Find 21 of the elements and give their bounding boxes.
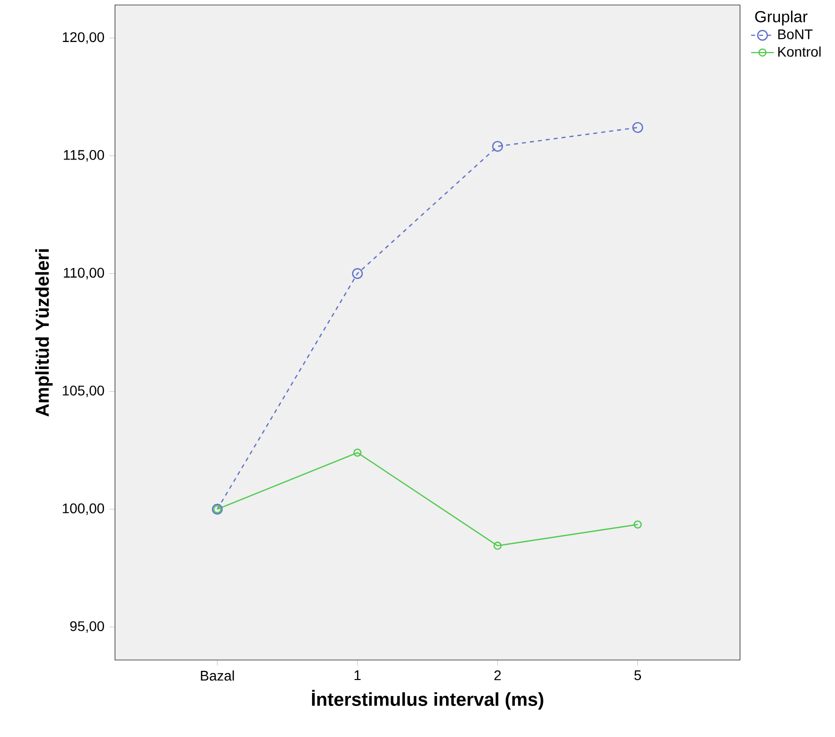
legend-label: BoNT: [778, 30, 813, 40]
point: [492, 140, 503, 152]
legend-title: Gruplar: [755, 10, 808, 26]
y-tick-label: 95,00: [70, 621, 104, 633]
y-tick-label: 105,00: [62, 386, 104, 398]
y-tick-label: 120,00: [62, 32, 104, 44]
point: [634, 520, 642, 529]
y-tick-label: 110,00: [64, 268, 104, 280]
x-tick-label: 5: [634, 670, 642, 680]
y-axis-title: Amplitüd Yüzdeleri: [35, 249, 53, 417]
x-tick-label: 2: [494, 670, 501, 680]
x-tick-label: 1: [354, 670, 361, 680]
x-axis-title: İnterstimulus interval (ms): [312, 690, 544, 710]
y-tick-label: 100,00: [62, 503, 104, 515]
point: [632, 122, 644, 133]
point: [353, 448, 362, 457]
point: [352, 268, 363, 279]
x-tick-label: Bazal: [200, 670, 234, 681]
legend-label: Kontrol: [778, 46, 821, 57]
point: [494, 542, 502, 550]
y-tick-label: 115,00: [64, 150, 104, 162]
